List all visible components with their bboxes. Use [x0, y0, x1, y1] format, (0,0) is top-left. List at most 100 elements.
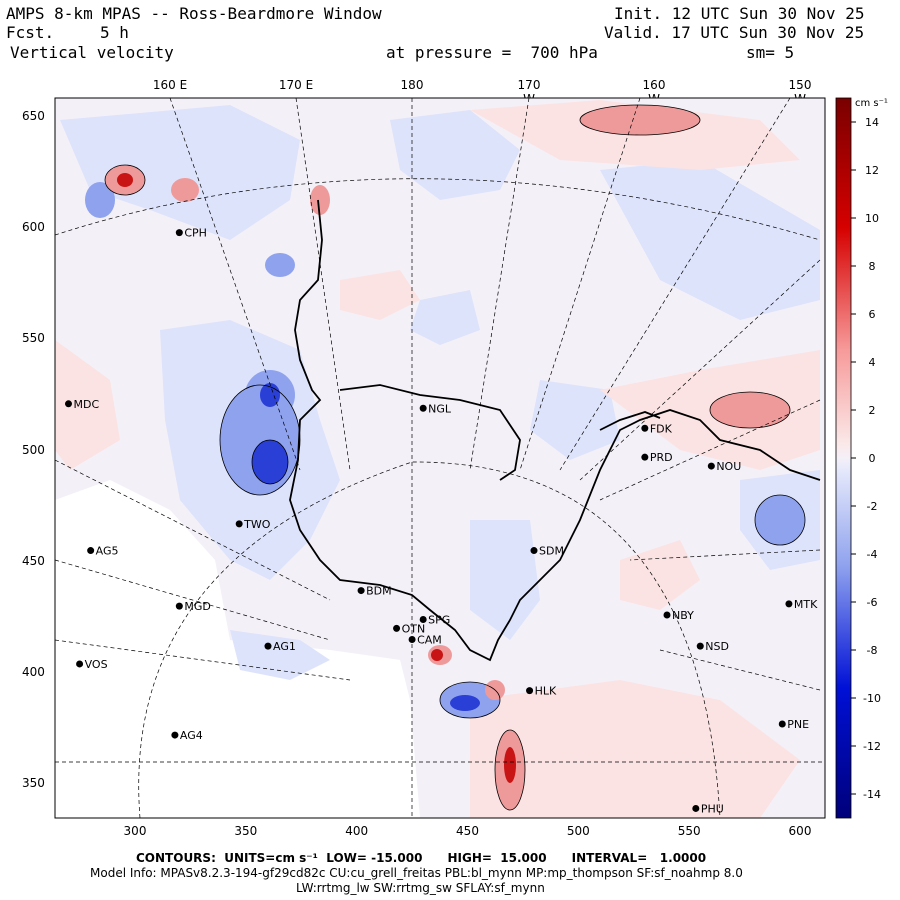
left-tick-label: 550: [22, 331, 45, 346]
station-label-two: TWO: [243, 518, 271, 531]
station-dot: [76, 660, 84, 668]
station-label-ag4: AG4: [180, 729, 203, 742]
colorbar-tick-label: 0: [869, 452, 876, 465]
station-dot: [175, 602, 183, 610]
forecast-label: Fcst.: [6, 23, 55, 42]
valid-time: Valid. 17 UTC Sun 30 Nov 25: [604, 23, 865, 42]
station-label-prd: PRD: [650, 451, 673, 464]
colorbar-tick-label: 2: [869, 404, 876, 417]
station-dot: [641, 453, 649, 461]
station-label-nby: NBY: [672, 609, 694, 622]
colorbar-tick-label: 6: [869, 308, 876, 321]
field-name: Vertical velocity: [10, 43, 174, 62]
station-label-bdm: BDM: [366, 585, 392, 598]
colorbar-tick-label: 4: [869, 356, 876, 369]
station-dot: [87, 547, 95, 555]
station-dot: [264, 642, 272, 650]
bottom-tick-label: 600: [788, 824, 812, 838]
bottom-tick-label: 400: [345, 824, 369, 838]
station-dot: [175, 229, 183, 237]
station-dot: [785, 600, 793, 608]
station-dot: [526, 687, 534, 695]
top-tick-label: 160 E: [152, 78, 188, 92]
map-border: [54, 97, 826, 819]
left-tick-label: 400: [22, 664, 45, 679]
colorbar-ticks: 14 12 10 8 6 4 2 0 -2 -4 -6 -8 -10 -12 -14: [851, 116, 881, 801]
station-dot: [357, 587, 365, 595]
station-dot: [235, 520, 243, 528]
station-dot: [393, 624, 401, 632]
station-label-ag1: AG1: [273, 640, 296, 653]
map-title: AMPS 8-km MPAS -- Ross-Beardmore Window: [6, 4, 382, 23]
model-info: Model Info: MPASv8.2.3-194-gf29cd82c CU:…: [90, 866, 743, 880]
colorbar-tick-label: -4: [867, 548, 878, 561]
station-dot: [707, 462, 715, 470]
station-dot: [408, 635, 416, 643]
station-label-mgd: MGD: [184, 600, 211, 613]
left-tick-label: 650: [22, 109, 45, 123]
station-dot: [641, 424, 649, 432]
colorbar-tick-label: -8: [867, 644, 878, 657]
map-panel: CPH MDC NGL FDK PRD NOU TWO AG5 SDM BDM MGD NBY MTK O…: [55, 98, 825, 818]
station-dot: [65, 400, 72, 408]
strong-updraft-cores: [117, 173, 516, 783]
station-label-phu: PHU: [701, 802, 724, 815]
station-label-mdc: MDC: [74, 398, 100, 411]
init-time: Init. 12 UTC Sun 30 Nov 25: [614, 4, 865, 23]
station-label-cam: CAM: [417, 633, 442, 646]
colorbar-tick-label: -6: [867, 596, 878, 609]
smoothing-value: sm= 5: [746, 43, 795, 62]
colorbar-tick-label: -10: [863, 692, 881, 705]
left-tick-label: 450: [22, 553, 45, 568]
station-dot: [692, 804, 700, 812]
station-label-ngl: NGL: [428, 402, 452, 415]
bottom-tick-label: 300: [123, 824, 147, 838]
station-label-ag5: AG5: [96, 545, 119, 558]
contour-lines: [104, 104, 806, 811]
bottom-tick-label: 350: [234, 824, 258, 838]
station-dot: [171, 731, 179, 739]
station-label-nou: NOU: [716, 460, 741, 473]
colorbar-tick-label: 12: [865, 164, 879, 177]
left-tick-label: 600: [22, 220, 45, 235]
top-tick-label: 170 E: [278, 78, 314, 92]
station-dot: [419, 615, 427, 623]
station-label-spg: SPG: [428, 613, 450, 626]
station-label-mtk: MTK: [794, 598, 818, 611]
station-label-fdk: FDK: [650, 422, 673, 435]
station-label-nsd: NSD: [705, 640, 729, 653]
station-dot: [778, 720, 786, 728]
station-label-vos: VOS: [85, 658, 108, 671]
station-label-cph: CPH: [184, 227, 207, 240]
left-tick-label: 500: [22, 442, 45, 457]
colorbar-units: cm s⁻¹: [855, 98, 888, 109]
station-label-pne: PNE: [787, 718, 809, 731]
bottom-tick-label: 450: [456, 824, 479, 838]
station-dot: [696, 642, 704, 650]
colorbar-scale: [835, 97, 852, 819]
colorbar-tick-label: -2: [867, 500, 878, 513]
left-tick-label: 350: [22, 776, 45, 790]
station-markers: CPH MDC NGL FDK PRD NOU TWO AG5 SDM BDM MGD NBY MTK O…: [65, 227, 818, 815]
station-label-hlk: HLK: [535, 685, 557, 698]
top-tick-label: 180: [400, 78, 424, 92]
station-label-sdm: SDM: [539, 545, 564, 558]
forecast-hour: 5 h: [100, 23, 129, 42]
weak-updraft-areas: [55, 100, 820, 818]
station-dot: [419, 404, 427, 412]
station-dot: [530, 547, 538, 555]
graticule: [55, 98, 825, 818]
colorbar-tick-label: 10: [865, 212, 879, 225]
colorbar-tick-label: 8: [869, 260, 876, 273]
colorbar-tick-label: -12: [863, 740, 881, 753]
pressure-level: at pressure = 700 hPa: [386, 43, 598, 62]
colorbar-tick-label: -14: [863, 788, 881, 801]
bottom-tick-label: 550: [677, 824, 701, 838]
station-dot: [663, 611, 671, 619]
coastline: [289, 199, 821, 662]
physics-info: LW:rrtmg_lw SW:rrtmg_sw SFLAY:sf_mynn: [296, 881, 545, 895]
contour-info: CONTOURS: UNITS=cm s⁻¹ LOW= -15.000 HIGH…: [136, 851, 707, 865]
colorbar-tick-label: 14: [865, 116, 879, 129]
bottom-tick-label: 500: [566, 824, 590, 838]
